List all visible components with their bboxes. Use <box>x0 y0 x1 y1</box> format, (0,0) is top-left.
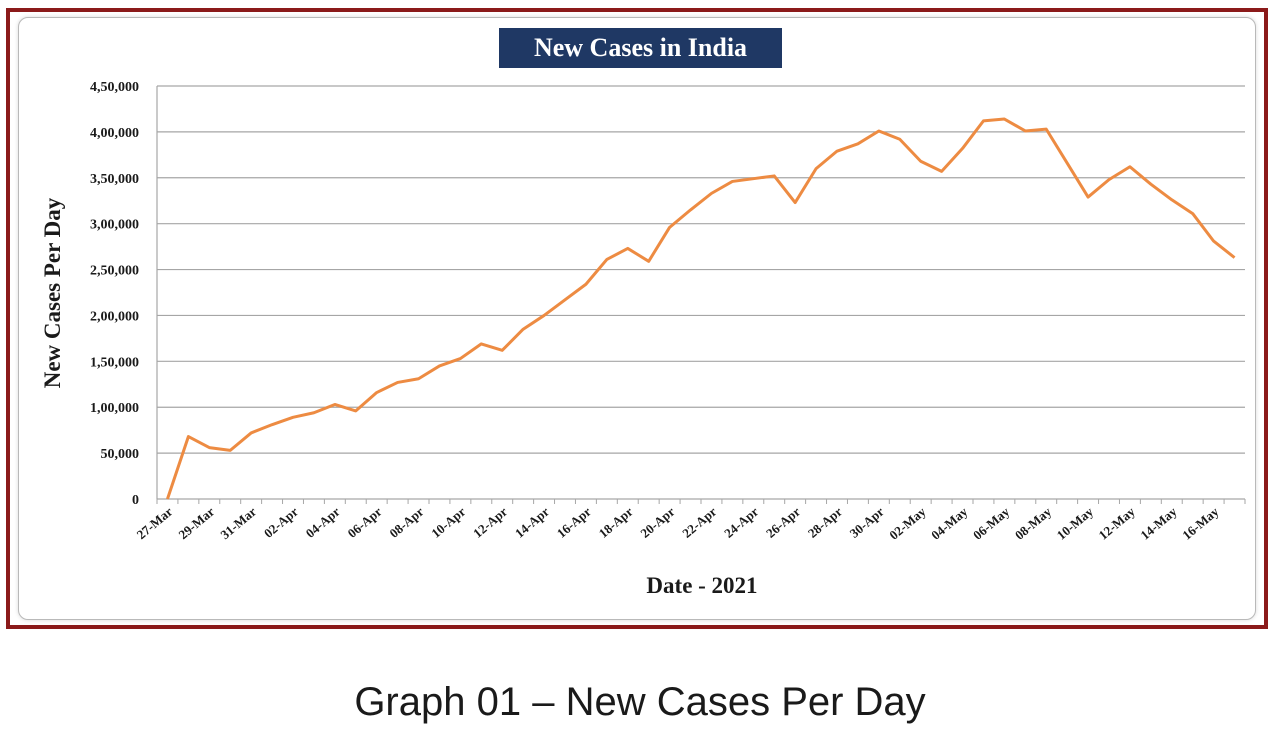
x-tick-label: 08-Apr <box>386 504 426 541</box>
x-tick-label: 16-May <box>1179 503 1222 542</box>
chart-title-group: New Cases in India <box>499 28 782 68</box>
x-tick-label: 06-May <box>970 503 1013 542</box>
x-tick-label: 04-Apr <box>303 504 343 541</box>
x-tick-label: 14-May <box>1137 503 1180 542</box>
y-tick-label: 50,000 <box>101 447 140 462</box>
x-tick-label: 20-Apr <box>637 504 677 541</box>
y-tick-labels: 0 50,000 1,00,000 1,50,000 2,00,000 2,50,000 3… <box>90 80 139 508</box>
line-chart: New Cases in India 0 50,000 1,00,000 1,50,0… <box>40 28 1246 598</box>
x-tick-label: 10-May <box>1054 503 1097 542</box>
x-tick-label: 02-May <box>886 503 929 542</box>
x-tick-label: 22-Apr <box>679 504 719 541</box>
x-tick-label: 30-Apr <box>847 504 887 541</box>
x-tick-label: 08-May <box>1012 503 1055 542</box>
x-tick-label: 12-Apr <box>470 504 510 541</box>
y-tick-label: 2,50,000 <box>90 264 139 279</box>
x-axis-label: Date - 2021 <box>646 573 757 598</box>
y-tick-label: 0 <box>132 493 139 508</box>
y-tick-label: 1,50,000 <box>90 355 139 370</box>
y-tick-label: 3,50,000 <box>90 172 139 187</box>
chart-title: New Cases in India <box>534 33 747 62</box>
y-tick-label: 1,00,000 <box>90 401 139 416</box>
x-tick-label: 02-Apr <box>261 504 301 541</box>
y-axis-label: New Cases Per Day <box>40 197 65 388</box>
chart-title-background <box>499 28 782 68</box>
x-tick-label: 10-Apr <box>428 504 468 541</box>
x-tick-label: 06-Apr <box>345 504 385 541</box>
y-tick-label: 4,50,000 <box>90 80 139 95</box>
grid-lines <box>156 85 1246 504</box>
y-tick-label: 3,00,000 <box>90 218 139 233</box>
x-tick-label: 16-Apr <box>554 504 594 541</box>
x-tick-labels: 27-Mar 29-Mar 31-Mar 02-Apr 04-Apr 06-Apr 08-A… <box>134 503 1222 542</box>
y-tick-label: 4,00,000 <box>90 126 139 141</box>
x-tick-label: 04-May <box>928 503 971 542</box>
x-tick-label: 29-Mar <box>176 504 218 543</box>
x-tick-label: 18-Apr <box>596 504 636 541</box>
x-tick-label: 12-May <box>1096 503 1139 542</box>
x-tick-label: 31-Mar <box>217 504 259 543</box>
y-tick-label: 2,00,000 <box>90 309 139 324</box>
chart-frame <box>6 8 1268 629</box>
chart-panel <box>18 17 1256 620</box>
x-tick-label: 26-Apr <box>763 504 803 541</box>
graph-caption: Graph 01 – New Cases Per Day <box>354 680 926 724</box>
x-tick-label: 27-Mar <box>134 504 176 543</box>
x-tick-label: 14-Apr <box>512 504 552 541</box>
x-tick-label: 28-Apr <box>805 504 845 541</box>
x-tick-label: 24-Apr <box>721 504 761 541</box>
series-line-new-cases <box>166 117 1236 500</box>
